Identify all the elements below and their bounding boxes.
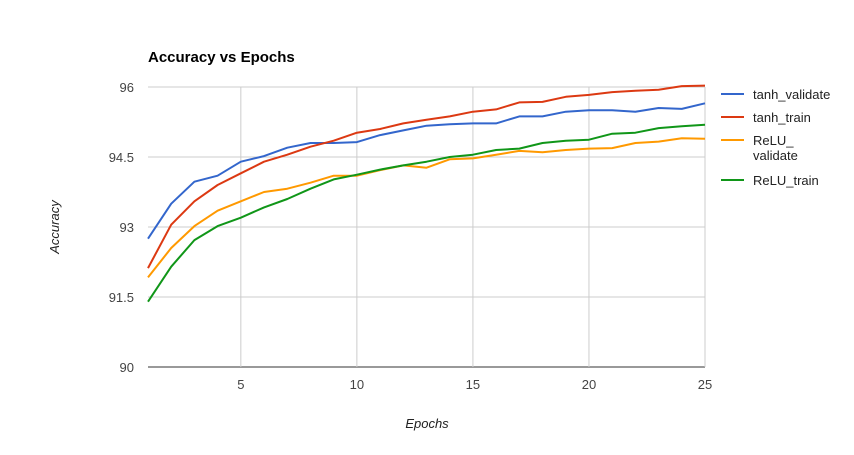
legend-label: ReLU_train (753, 173, 819, 188)
y-tick-label: 94.5 (109, 150, 134, 165)
x-axis-title: Epochs (405, 416, 449, 431)
x-tick-label: 25 (698, 377, 712, 392)
y-axis-title: Accuracy (47, 199, 62, 255)
legend-label: tanh_train (753, 110, 811, 125)
y-tick-label: 96 (120, 80, 134, 95)
legend-item: tanh_validate (721, 87, 830, 102)
y-tick-label: 91.5 (109, 290, 134, 305)
series-line-relu-validate (147, 137, 706, 279)
x-tick-label: 10 (350, 377, 364, 392)
x-tick-label: 20 (582, 377, 596, 392)
legend-item: ReLU_train (721, 173, 819, 188)
y-axis-tick-labels: 90 91.5 93 94.5 96 (109, 80, 134, 375)
legend-item: tanh_train (721, 110, 811, 125)
series-line-relu-train (147, 123, 706, 303)
chart-legend: tanh_validatetanh_trainReLU_validateReLU… (721, 87, 830, 188)
x-tick-label: 15 (466, 377, 480, 392)
legend-label: ReLU_ (753, 133, 794, 148)
legend-label: validate (753, 148, 798, 163)
y-tick-label: 90 (120, 360, 134, 375)
series-lines (147, 84, 706, 303)
legend-label: tanh_validate (753, 87, 830, 102)
legend-item: ReLU_validate (721, 133, 798, 163)
x-axis-tick-labels: 5 10 15 20 25 (237, 377, 712, 392)
series-line-tanh-validate (147, 102, 706, 240)
chart-grid (148, 86, 706, 368)
x-tick-label: 5 (237, 377, 244, 392)
series-line-tanh-train (147, 84, 706, 269)
y-tick-label: 93 (120, 220, 134, 235)
chart-title: Accuracy vs Epochs (148, 49, 295, 66)
